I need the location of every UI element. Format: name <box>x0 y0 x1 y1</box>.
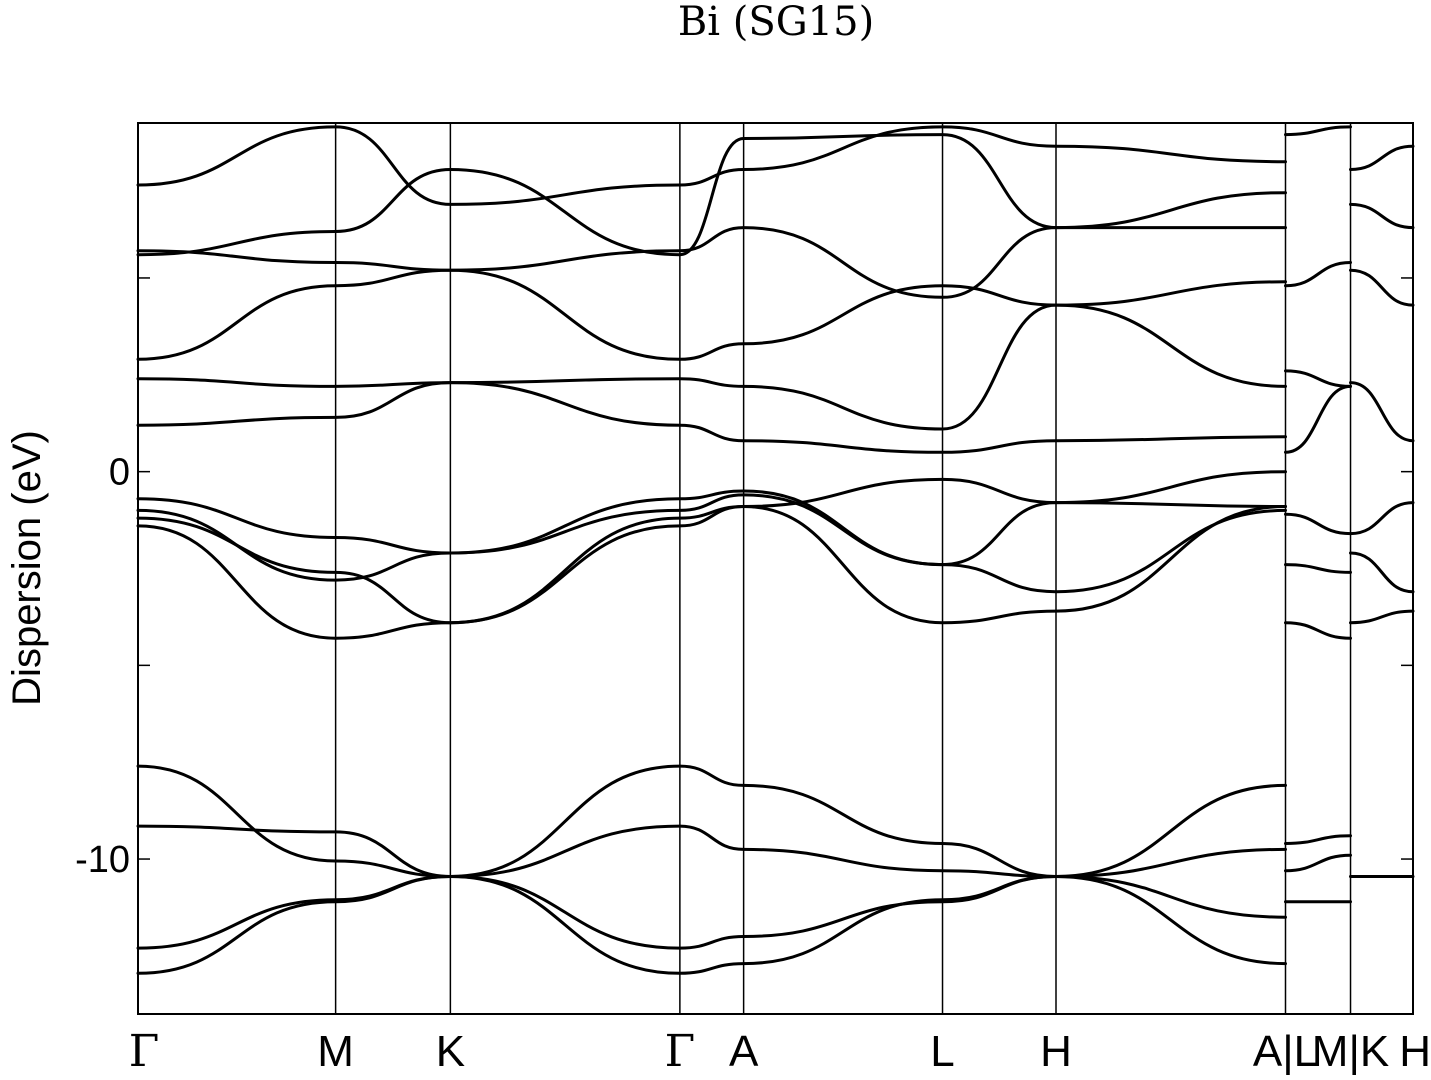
x-tick-label: H <box>1399 1027 1431 1076</box>
x-axis-ticks: Γ M K Γ A L H A|LM|K H <box>129 1026 1431 1077</box>
band-series <box>1349 551 1415 594</box>
x-tick-label: K <box>436 1027 465 1076</box>
band-series <box>1284 261 1352 288</box>
band-series <box>136 493 1287 594</box>
x-tick-label: Γ <box>129 1026 160 1077</box>
band-lines <box>136 125 1415 975</box>
band-series <box>1284 621 1352 640</box>
y-tick-label: -10 <box>75 839 130 881</box>
band-series <box>136 381 1287 454</box>
x-tick-label: M|K <box>1312 1027 1389 1076</box>
y-axis-ticks: 0 -10 <box>75 277 1413 881</box>
x-tick-label: A|L <box>1253 1027 1318 1076</box>
band-series <box>1349 144 1415 171</box>
band-series <box>1349 609 1415 625</box>
band-series <box>1284 384 1352 454</box>
band-series <box>1284 853 1352 873</box>
band-series <box>1284 512 1352 536</box>
band-series <box>136 764 1287 878</box>
x-tick-label: Γ <box>665 1026 696 1077</box>
band-series <box>136 875 1287 975</box>
x-tick-label: M <box>317 1027 354 1076</box>
band-series <box>1284 834 1352 845</box>
y-tick-label: 0 <box>109 452 130 494</box>
y-axis-label: Dispersion (eV) <box>5 430 49 706</box>
band-series <box>1349 202 1415 230</box>
plot-frame <box>137 122 1414 1015</box>
band-series <box>136 824 1287 878</box>
band-series <box>136 303 1287 431</box>
x-tick-label: L <box>930 1027 954 1076</box>
band-series <box>136 268 1287 361</box>
band-series <box>1349 501 1415 536</box>
band-series <box>1284 125 1352 137</box>
band-series <box>1349 268 1415 307</box>
x-tick-label: A <box>729 1027 759 1076</box>
band-series <box>136 125 1287 206</box>
band-series <box>136 505 1287 640</box>
band-series <box>136 133 1287 257</box>
band-series <box>1284 369 1352 388</box>
band-series <box>136 470 1287 625</box>
band-series <box>1349 381 1415 443</box>
x-tick-label: H <box>1040 1027 1072 1076</box>
band-series <box>1284 563 1352 574</box>
chart-title: Bi (SG15) <box>678 0 874 45</box>
